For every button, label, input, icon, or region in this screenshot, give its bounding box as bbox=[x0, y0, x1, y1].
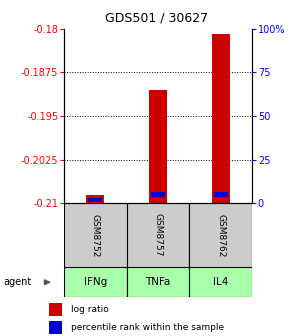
Text: IFNg: IFNg bbox=[84, 277, 107, 287]
Bar bbox=[49, 321, 63, 334]
Bar bbox=[212, 34, 230, 203]
Text: IL4: IL4 bbox=[213, 277, 229, 287]
Text: GSM8752: GSM8752 bbox=[91, 213, 100, 257]
Bar bbox=[149, 90, 167, 203]
Bar bbox=[86, 195, 104, 203]
Text: GSM8762: GSM8762 bbox=[216, 213, 225, 257]
Bar bbox=[214, 192, 228, 197]
Bar bbox=[189, 203, 252, 267]
Bar bbox=[88, 198, 102, 202]
Text: agent: agent bbox=[3, 277, 31, 287]
Text: GDS501 / 30627: GDS501 / 30627 bbox=[105, 12, 208, 25]
Text: GSM8757: GSM8757 bbox=[153, 213, 163, 257]
Bar bbox=[189, 267, 252, 297]
Bar bbox=[49, 303, 63, 316]
Bar bbox=[127, 203, 189, 267]
Bar bbox=[127, 267, 189, 297]
Bar bbox=[64, 203, 127, 267]
Text: TNFa: TNFa bbox=[145, 277, 171, 287]
Bar bbox=[64, 267, 127, 297]
Bar bbox=[151, 192, 165, 197]
Text: log ratio: log ratio bbox=[71, 305, 108, 314]
Text: percentile rank within the sample: percentile rank within the sample bbox=[71, 323, 224, 332]
